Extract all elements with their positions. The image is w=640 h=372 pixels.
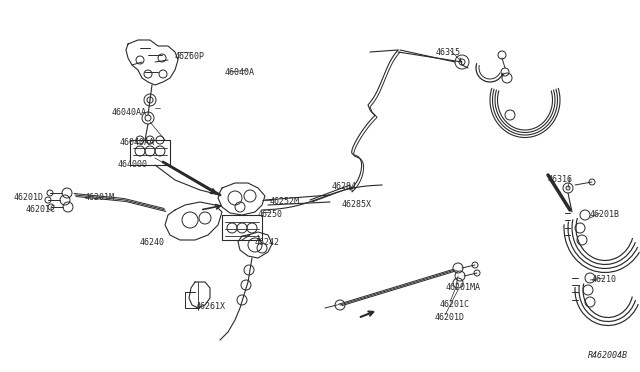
Text: 46316: 46316 [548,175,573,184]
Text: 46284: 46284 [332,182,357,191]
Text: 46242: 46242 [255,238,280,247]
Text: 46210: 46210 [592,275,617,284]
Text: 46201C: 46201C [440,300,470,309]
Text: 46260P: 46260P [175,52,205,61]
Text: 46201M: 46201M [85,193,115,202]
Text: 46240: 46240 [140,238,165,247]
Text: 46201B: 46201B [590,210,620,219]
Text: 46252M: 46252M [270,197,300,206]
Text: 46285X: 46285X [342,200,372,209]
Text: 46315: 46315 [436,48,461,57]
Text: 46201C: 46201C [26,205,56,214]
Text: 464000: 464000 [118,160,148,169]
Text: 46040AA: 46040AA [120,138,155,147]
Text: R462004B: R462004B [588,351,628,360]
Text: 46040AA: 46040AA [112,108,147,117]
Text: 46040A: 46040A [225,68,255,77]
Text: 46201D: 46201D [435,313,465,322]
Text: 46261X: 46261X [196,302,226,311]
Text: 46250: 46250 [258,210,283,219]
Text: 46201MA: 46201MA [446,283,481,292]
Text: 46201D: 46201D [14,193,44,202]
